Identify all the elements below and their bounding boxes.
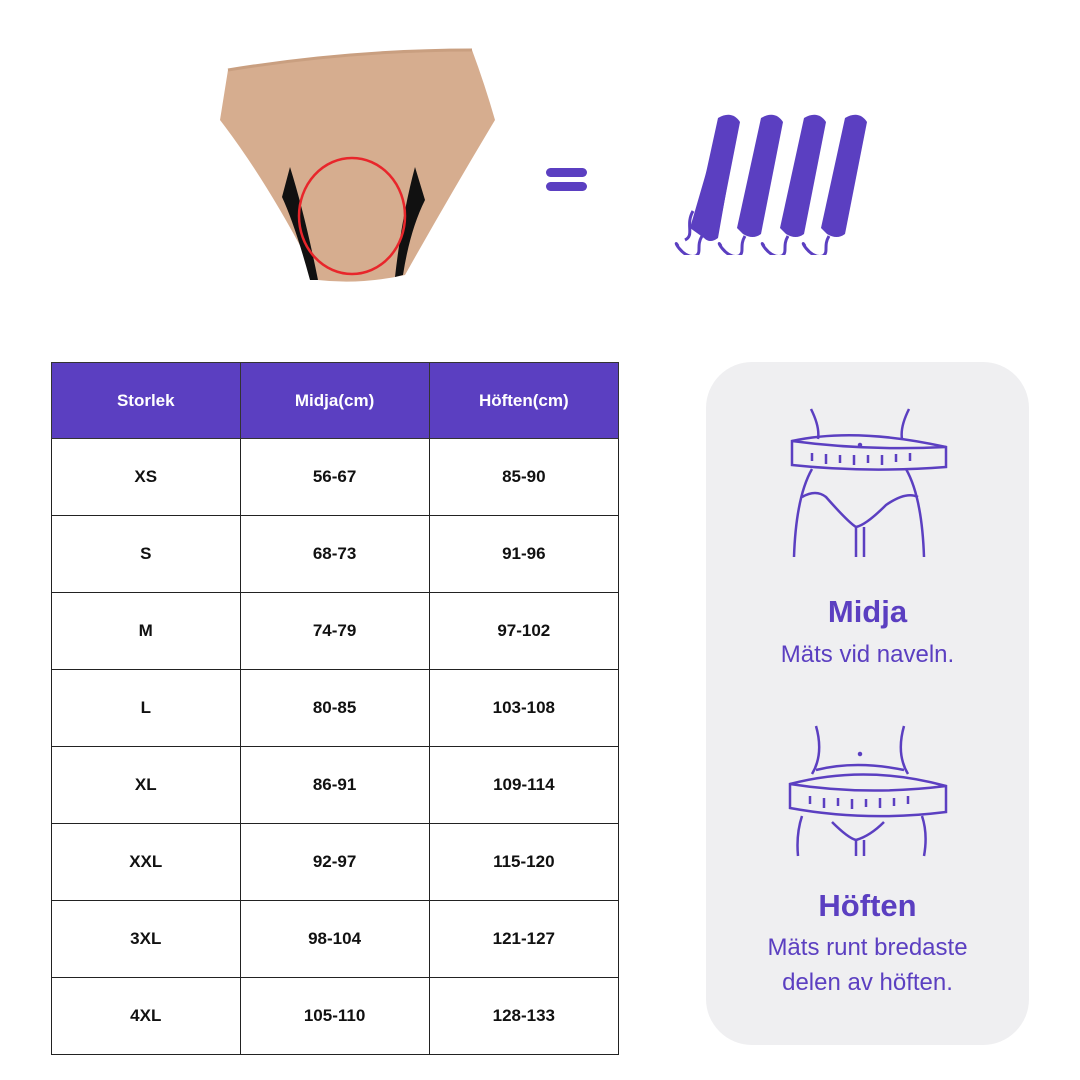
cell-waist: 56-67 bbox=[239, 438, 430, 516]
cell-waist: 92-97 bbox=[239, 823, 430, 901]
hip-description-line2: delen av höften. bbox=[782, 969, 953, 996]
header-waist: Midja(cm) bbox=[239, 362, 430, 439]
waist-description: Mäts vid naveln. bbox=[780, 641, 955, 668]
cell-hip: 121-127 bbox=[428, 900, 620, 978]
hip-measure-icon bbox=[788, 725, 948, 857]
cell-size: XL bbox=[51, 746, 241, 824]
cell-size: XS bbox=[51, 438, 241, 516]
cell-size: 3XL bbox=[51, 900, 241, 978]
table-row: S 68-73 91-96 bbox=[51, 515, 620, 593]
tampon-set bbox=[674, 114, 867, 255]
cell-hip: 91-96 bbox=[428, 515, 620, 593]
cell-waist: 105-110 bbox=[239, 977, 430, 1055]
table-row: L 80-85 103-108 bbox=[51, 669, 620, 747]
tampon-icon bbox=[801, 114, 867, 255]
cell-size: S bbox=[51, 515, 241, 593]
waist-measure-icon bbox=[790, 408, 948, 558]
highlight-circle bbox=[297, 156, 407, 276]
table-row: XXL 92-97 115-120 bbox=[51, 823, 620, 901]
cell-hip: 85-90 bbox=[428, 438, 620, 516]
cell-size: XXL bbox=[51, 823, 241, 901]
cell-hip: 109-114 bbox=[428, 746, 620, 824]
hip-description-line1: Mäts runt bredaste bbox=[767, 934, 968, 961]
cell-hip: 97-102 bbox=[428, 592, 620, 670]
cell-waist: 86-91 bbox=[239, 746, 430, 824]
tampon-icon bbox=[674, 114, 740, 255]
cell-size: L bbox=[51, 669, 241, 747]
table-header: Storlek Midja(cm) Höften(cm) bbox=[51, 362, 620, 439]
measurement-guide-card: Midja Mäts vid naveln. Höften Mäts runt … bbox=[706, 362, 1029, 1045]
period-underwear-image bbox=[220, 48, 495, 282]
table-row: XS 56-67 85-90 bbox=[51, 438, 620, 516]
hip-title: Höften bbox=[818, 888, 917, 923]
cell-waist: 80-85 bbox=[239, 669, 430, 747]
header-size: Storlek bbox=[51, 362, 241, 439]
table-row: 3XL 98-104 121-127 bbox=[51, 900, 620, 978]
cell-size: 4XL bbox=[51, 977, 241, 1055]
tampon-icon bbox=[760, 114, 826, 255]
table-row: M 74-79 97-102 bbox=[51, 592, 620, 670]
cell-waist: 74-79 bbox=[239, 592, 430, 670]
table-row: 4XL 105-110 128-133 bbox=[51, 977, 620, 1055]
tampon-icon bbox=[717, 114, 783, 255]
table-row: XL 86-91 109-114 bbox=[51, 746, 620, 824]
cell-hip: 128-133 bbox=[428, 977, 620, 1055]
cell-hip: 103-108 bbox=[428, 669, 620, 747]
cell-hip: 115-120 bbox=[428, 823, 620, 901]
equals-icon bbox=[546, 168, 587, 191]
waist-title: Midja bbox=[827, 594, 908, 629]
size-table: Storlek Midja(cm) Höften(cm) XS 56-67 85-9… bbox=[51, 362, 620, 1055]
cell-waist: 68-73 bbox=[239, 515, 430, 593]
cell-waist: 98-104 bbox=[239, 900, 430, 978]
cell-size: M bbox=[51, 592, 241, 670]
header-hip: Höften(cm) bbox=[428, 362, 620, 439]
